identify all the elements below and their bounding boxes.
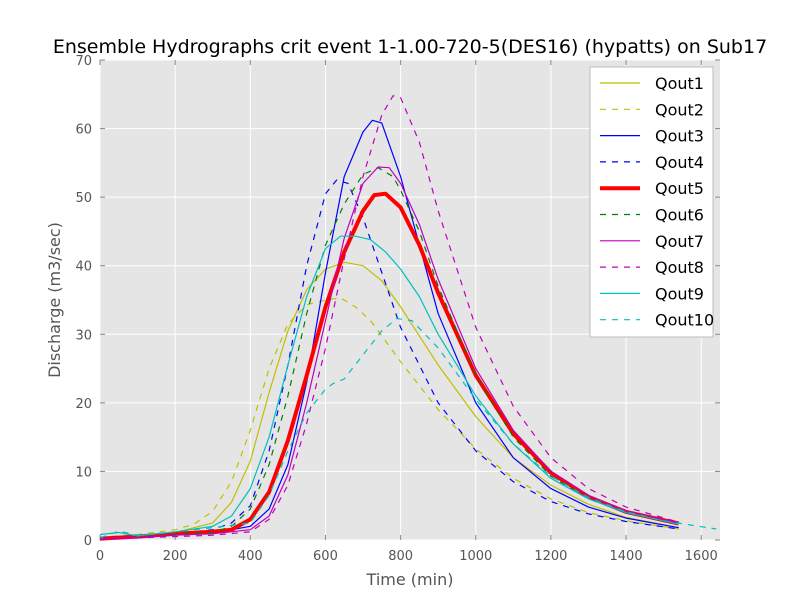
legend-label-qout1: Qout1: [655, 74, 704, 93]
x-tick-label: 1000: [459, 549, 492, 564]
x-tick-label: 1400: [610, 549, 643, 564]
x-tick-label: 200: [163, 549, 188, 564]
legend-label-qout6: Qout6: [655, 206, 704, 225]
legend-label-qout7: Qout7: [655, 232, 704, 251]
x-tick-labels: 0 200 400 600 800 1000 1200 1400 1600: [96, 549, 718, 564]
series-line-qout8: [99, 95, 679, 540]
series-line-qout1: [99, 261, 679, 539]
y-tick-label: 30: [75, 328, 92, 343]
legend-label-qout9: Qout9: [655, 284, 704, 303]
x-tick-label: 600: [313, 549, 338, 564]
legend: Qout1 Qout2 Qout3 Qout4 Qout5 Qout6 Qout7 Qout8…: [589, 66, 714, 338]
series-line-qout10: [99, 317, 717, 539]
series-layer: [99, 95, 717, 541]
y-axis-label: Discharge (m3/sec): [45, 222, 64, 378]
y-tick-labels: 0 10 20 30 40 50 60 70: [75, 54, 92, 549]
y-tick-label: 40: [75, 260, 92, 275]
series-line-qout2: [99, 297, 679, 538]
legend-label-qout8: Qout8: [655, 258, 704, 277]
legend-label-qout3: Qout3: [655, 127, 704, 146]
x-tick-label: 0: [96, 549, 104, 564]
legend-label-qout2: Qout2: [655, 100, 704, 119]
legend-label-qout10: Qout10: [655, 311, 714, 330]
legend-box: [589, 66, 714, 338]
series-line-qout7: [99, 166, 679, 540]
y-tick-label: 0: [84, 534, 92, 549]
y-tick-label: 60: [75, 123, 92, 138]
y-tick-label: 50: [75, 191, 92, 206]
x-tick-label: 1600: [685, 549, 718, 564]
legend-label-qout4: Qout4: [655, 153, 704, 172]
x-tick-label: 800: [388, 549, 413, 564]
legend-label-qout5: Qout5: [655, 179, 704, 198]
chart-title: Ensemble Hydrographs crit event 1-1.00-7…: [53, 36, 767, 58]
x-axis-label: Time (min): [366, 570, 454, 589]
y-tick-label: 20: [75, 397, 92, 412]
x-tick-label: 1200: [534, 549, 567, 564]
series-line-qout6: [99, 167, 679, 540]
series-line-qout5: [99, 191, 680, 541]
y-tick-label: 10: [75, 465, 92, 480]
x-tick-label: 400: [238, 549, 263, 564]
y-tick-label: 70: [75, 54, 92, 69]
